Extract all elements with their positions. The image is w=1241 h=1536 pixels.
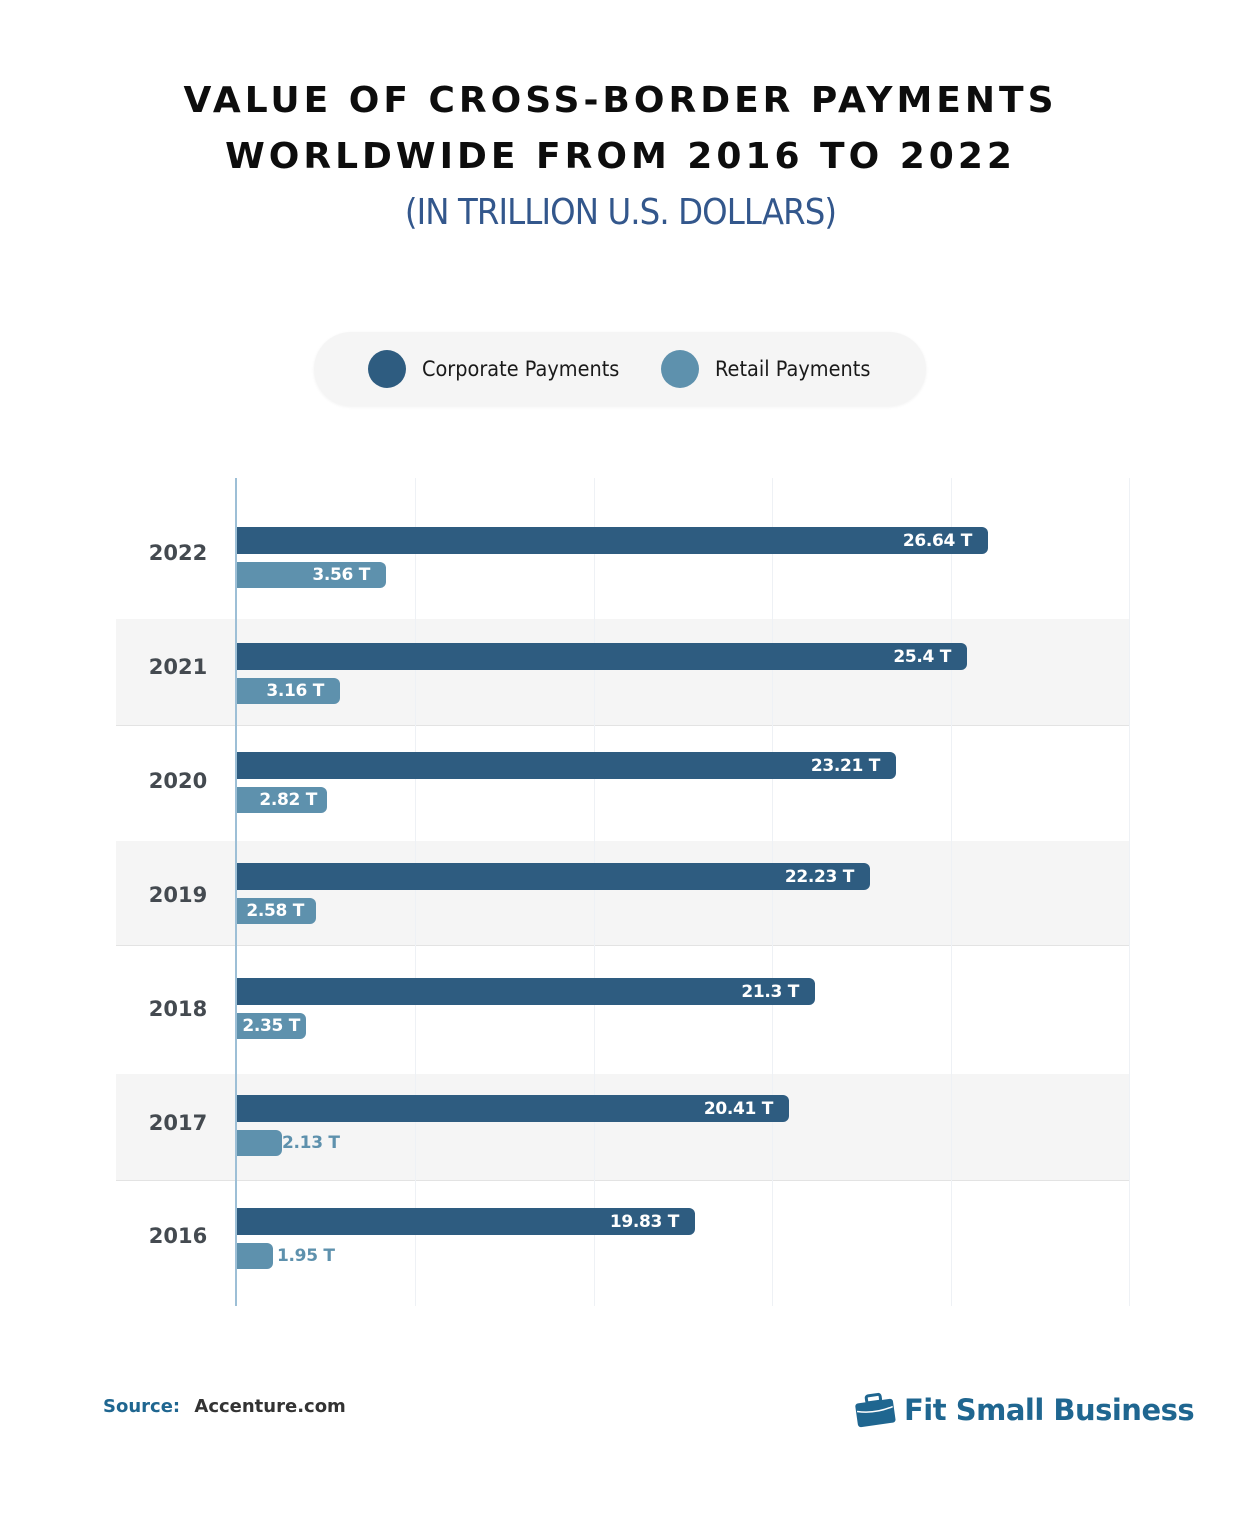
year-label: 2016: [148, 1224, 208, 1248]
brand-logo: Fit Small Business: [854, 1392, 1195, 1428]
legend-item-corporate: Corporate Payments: [368, 332, 637, 406]
bar-retail-2022: 3.56 T: [237, 562, 386, 588]
year-label: 2022: [148, 541, 208, 565]
bar-corporate-2017: 20.41 T: [237, 1095, 789, 1122]
gridline: [951, 478, 952, 1306]
source-value: Accenture.com: [194, 1396, 346, 1417]
gridline: [1129, 478, 1130, 1306]
bar-value-label: 25.4 T: [893, 646, 951, 667]
legend-label: Retail Payments: [715, 357, 871, 381]
row-band-2017: [116, 1074, 1130, 1181]
year-label: 2021: [148, 655, 208, 679]
bar-value-label: 2.58 T: [246, 901, 304, 921]
bar-corporate-2019: 22.23 T: [237, 863, 870, 890]
bar-corporate-2016: 19.83 T: [237, 1208, 695, 1235]
bar-value-label: 21.3 T: [741, 981, 799, 1002]
bar-corporate-2020: 23.21 T: [237, 752, 896, 779]
brand-name: Fit Small Business: [904, 1393, 1195, 1427]
gridline: [415, 478, 416, 1306]
legend-label: Corporate Payments: [422, 357, 620, 381]
legend-swatch-corporate: [368, 350, 406, 388]
year-label: 2020: [148, 769, 208, 793]
briefcase-icon: [855, 1392, 896, 1428]
bar-retail-2020: 2.82 T: [237, 787, 327, 813]
bar-value-label: 1.95 T: [277, 1246, 335, 1266]
bar-value-label: 20.41 T: [703, 1098, 773, 1119]
legend-swatch-retail: [661, 350, 699, 388]
bar-value-label: 2.35 T: [242, 1016, 300, 1036]
bar-retail-2017: 2.13 T: [237, 1130, 340, 1156]
bar-corporate-2021: 25.4 T: [237, 643, 967, 670]
bar-value-label: 2.82 T: [259, 790, 317, 810]
source-note: Source: Accenture.com: [103, 1396, 346, 1417]
source-key: Source:: [103, 1396, 181, 1417]
row-band-2021: [116, 619, 1130, 726]
year-label: 2017: [148, 1111, 208, 1135]
bar-value-label: 2.13 T: [282, 1133, 340, 1153]
bar-value-label: 23.21 T: [810, 755, 880, 776]
bar-retail-2019: 2.58 T: [237, 898, 316, 924]
year-label: 2019: [148, 883, 208, 907]
chart-title-line-2: WORLDWIDE FROM 2016 TO 2022: [225, 136, 1016, 177]
chart-title-line-1: VALUE OF CROSS-BORDER PAYMENTS: [183, 80, 1058, 121]
legend: Corporate Payments Retail Payments: [314, 332, 926, 406]
bar-corporate-2018: 21.3 T: [237, 978, 815, 1005]
bar-value-label: 22.23 T: [784, 866, 854, 887]
legend-item-retail: Retail Payments: [661, 332, 884, 406]
bar-value-label: 26.64 T: [902, 530, 972, 551]
row-band-2019: [116, 841, 1130, 946]
bar-value-label: 3.16 T: [266, 681, 324, 701]
gridline: [772, 478, 773, 1306]
bar-retail-2016: 1.95 T: [237, 1243, 335, 1269]
chart-subtitle: (IN TRILLION U.S. DOLLARS): [404, 192, 837, 233]
bar-value-label: 3.56 T: [312, 565, 370, 585]
bar-corporate-2022: 26.64 T: [237, 527, 988, 554]
bar-retail-2021: 3.16 T: [237, 678, 340, 704]
y-axis-line: [235, 478, 237, 1306]
bar-retail-2018: 2.35 T: [237, 1013, 306, 1039]
gridline: [594, 478, 595, 1306]
bar-value-label: 19.83 T: [609, 1211, 679, 1232]
year-label: 2018: [148, 997, 208, 1021]
